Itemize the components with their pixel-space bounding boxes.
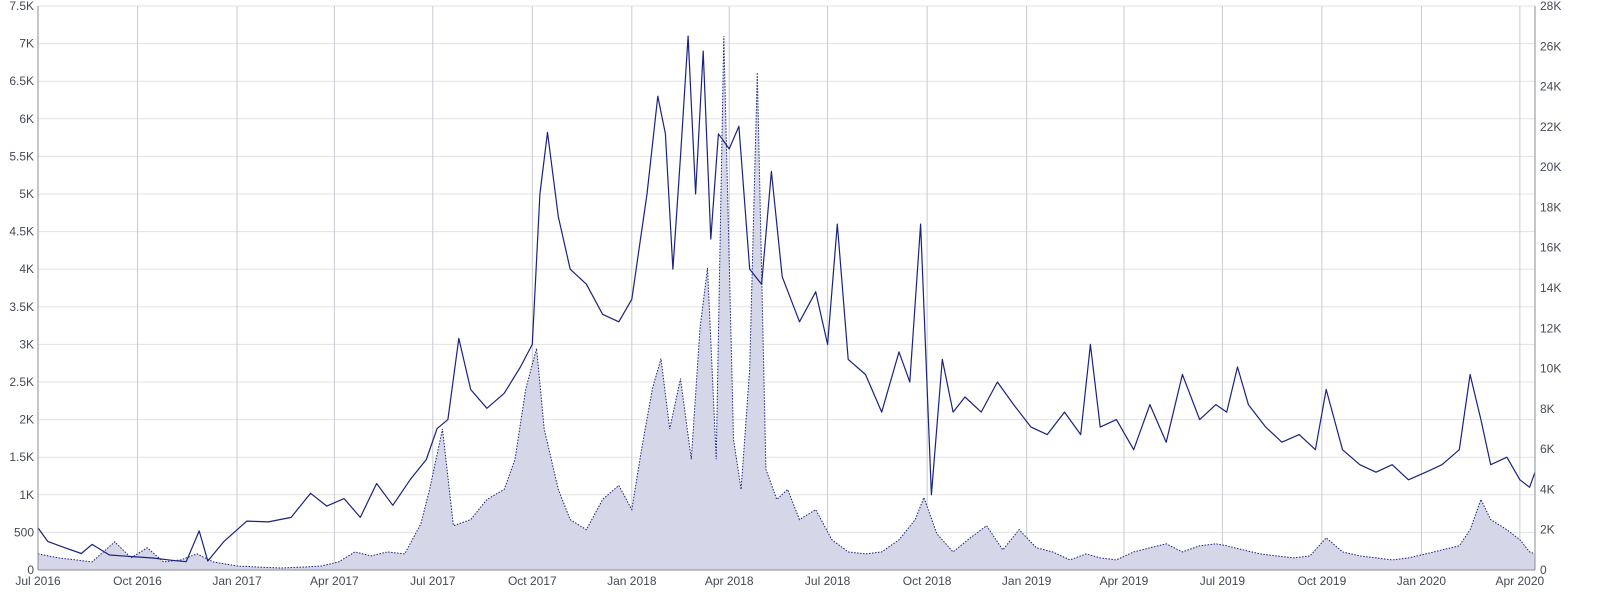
- y-left-tick-label: 5K: [19, 187, 34, 201]
- y-right-tick-label: 20K: [1540, 160, 1561, 174]
- x-tick-label: Jan 2017: [212, 574, 262, 588]
- y-right-tick-label: 8K: [1540, 402, 1555, 416]
- y-left-tick-label: 1.5K: [9, 450, 34, 464]
- x-tick-label: Jul 2016: [15, 574, 61, 588]
- y-right-tick-label: 12K: [1540, 321, 1561, 335]
- y-right-tick-label: 10K: [1540, 362, 1561, 376]
- y-left-tick-label: 2.5K: [9, 375, 34, 389]
- y-right-tick-label: 6K: [1540, 442, 1555, 456]
- y-left-tick-label: 6K: [19, 112, 34, 126]
- y-left-tick-label: 4.5K: [9, 225, 34, 239]
- y-left-tick-label: 0: [27, 563, 34, 577]
- y-right-tick-label: 16K: [1540, 241, 1561, 255]
- y-left-tick-label: 4K: [19, 262, 34, 276]
- y-left-tick-label: 7K: [19, 37, 34, 51]
- grid-lines: [37, 5, 1535, 571]
- axes: 0 500 1K 1.5K 2K 2.5K 3K 3.5K 4K 4.5K 5K 5.5K 6K 6.5K…: [9, 0, 1561, 588]
- x-tick-label: Oct 2019: [1298, 574, 1347, 588]
- y-left-tick-label: 1K: [19, 488, 34, 502]
- y-right-tick-label: 18K: [1540, 200, 1561, 214]
- x-tick-label: Jul 2018: [805, 574, 851, 588]
- y-right-tick-label: 28K: [1540, 0, 1561, 13]
- y-left-tick-label: 500: [14, 525, 34, 539]
- series-layer: [37, 35, 1536, 570]
- x-tick-label: Jul 2019: [1200, 574, 1246, 588]
- y-right-tick-label: 2K: [1540, 523, 1555, 537]
- x-tick-label: Apr 2017: [310, 574, 359, 588]
- price-line: [37, 35, 1536, 563]
- y-right-tick-label: 22K: [1540, 120, 1561, 134]
- volume-area-line: [37, 36, 1536, 569]
- y-right-tick-label: 4K: [1540, 482, 1555, 496]
- x-tick-label: Jan 2018: [607, 574, 657, 588]
- x-tick-label: Apr 2020: [1496, 574, 1545, 588]
- y-left-tick-label: 2K: [19, 413, 34, 427]
- x-tick-label: Apr 2019: [1100, 574, 1149, 588]
- y-left-tick-label: 5.5K: [9, 149, 34, 163]
- y-right-tick-label: 26K: [1540, 39, 1561, 53]
- x-tick-label: Jan 2019: [1002, 574, 1052, 588]
- y-left-tick-label: 3K: [19, 337, 34, 351]
- y-left-tick-label: 3.5K: [9, 300, 34, 314]
- x-tick-label: Oct 2017: [508, 574, 557, 588]
- y-left-tick-label: 7.5K: [9, 0, 34, 13]
- x-tick-label: Jan 2020: [1397, 574, 1447, 588]
- y-left-tick-label: 6.5K: [9, 74, 34, 88]
- y-right-tick-label: 24K: [1540, 80, 1561, 94]
- x-tick-label: Oct 2016: [113, 574, 162, 588]
- y-right-tick-label: 14K: [1540, 281, 1561, 295]
- x-tick-label: Apr 2018: [705, 574, 754, 588]
- x-tick-label: Jul 2017: [410, 574, 456, 588]
- y-right-tick-label: 0: [1540, 563, 1547, 577]
- x-tick-label: Oct 2018: [903, 574, 952, 588]
